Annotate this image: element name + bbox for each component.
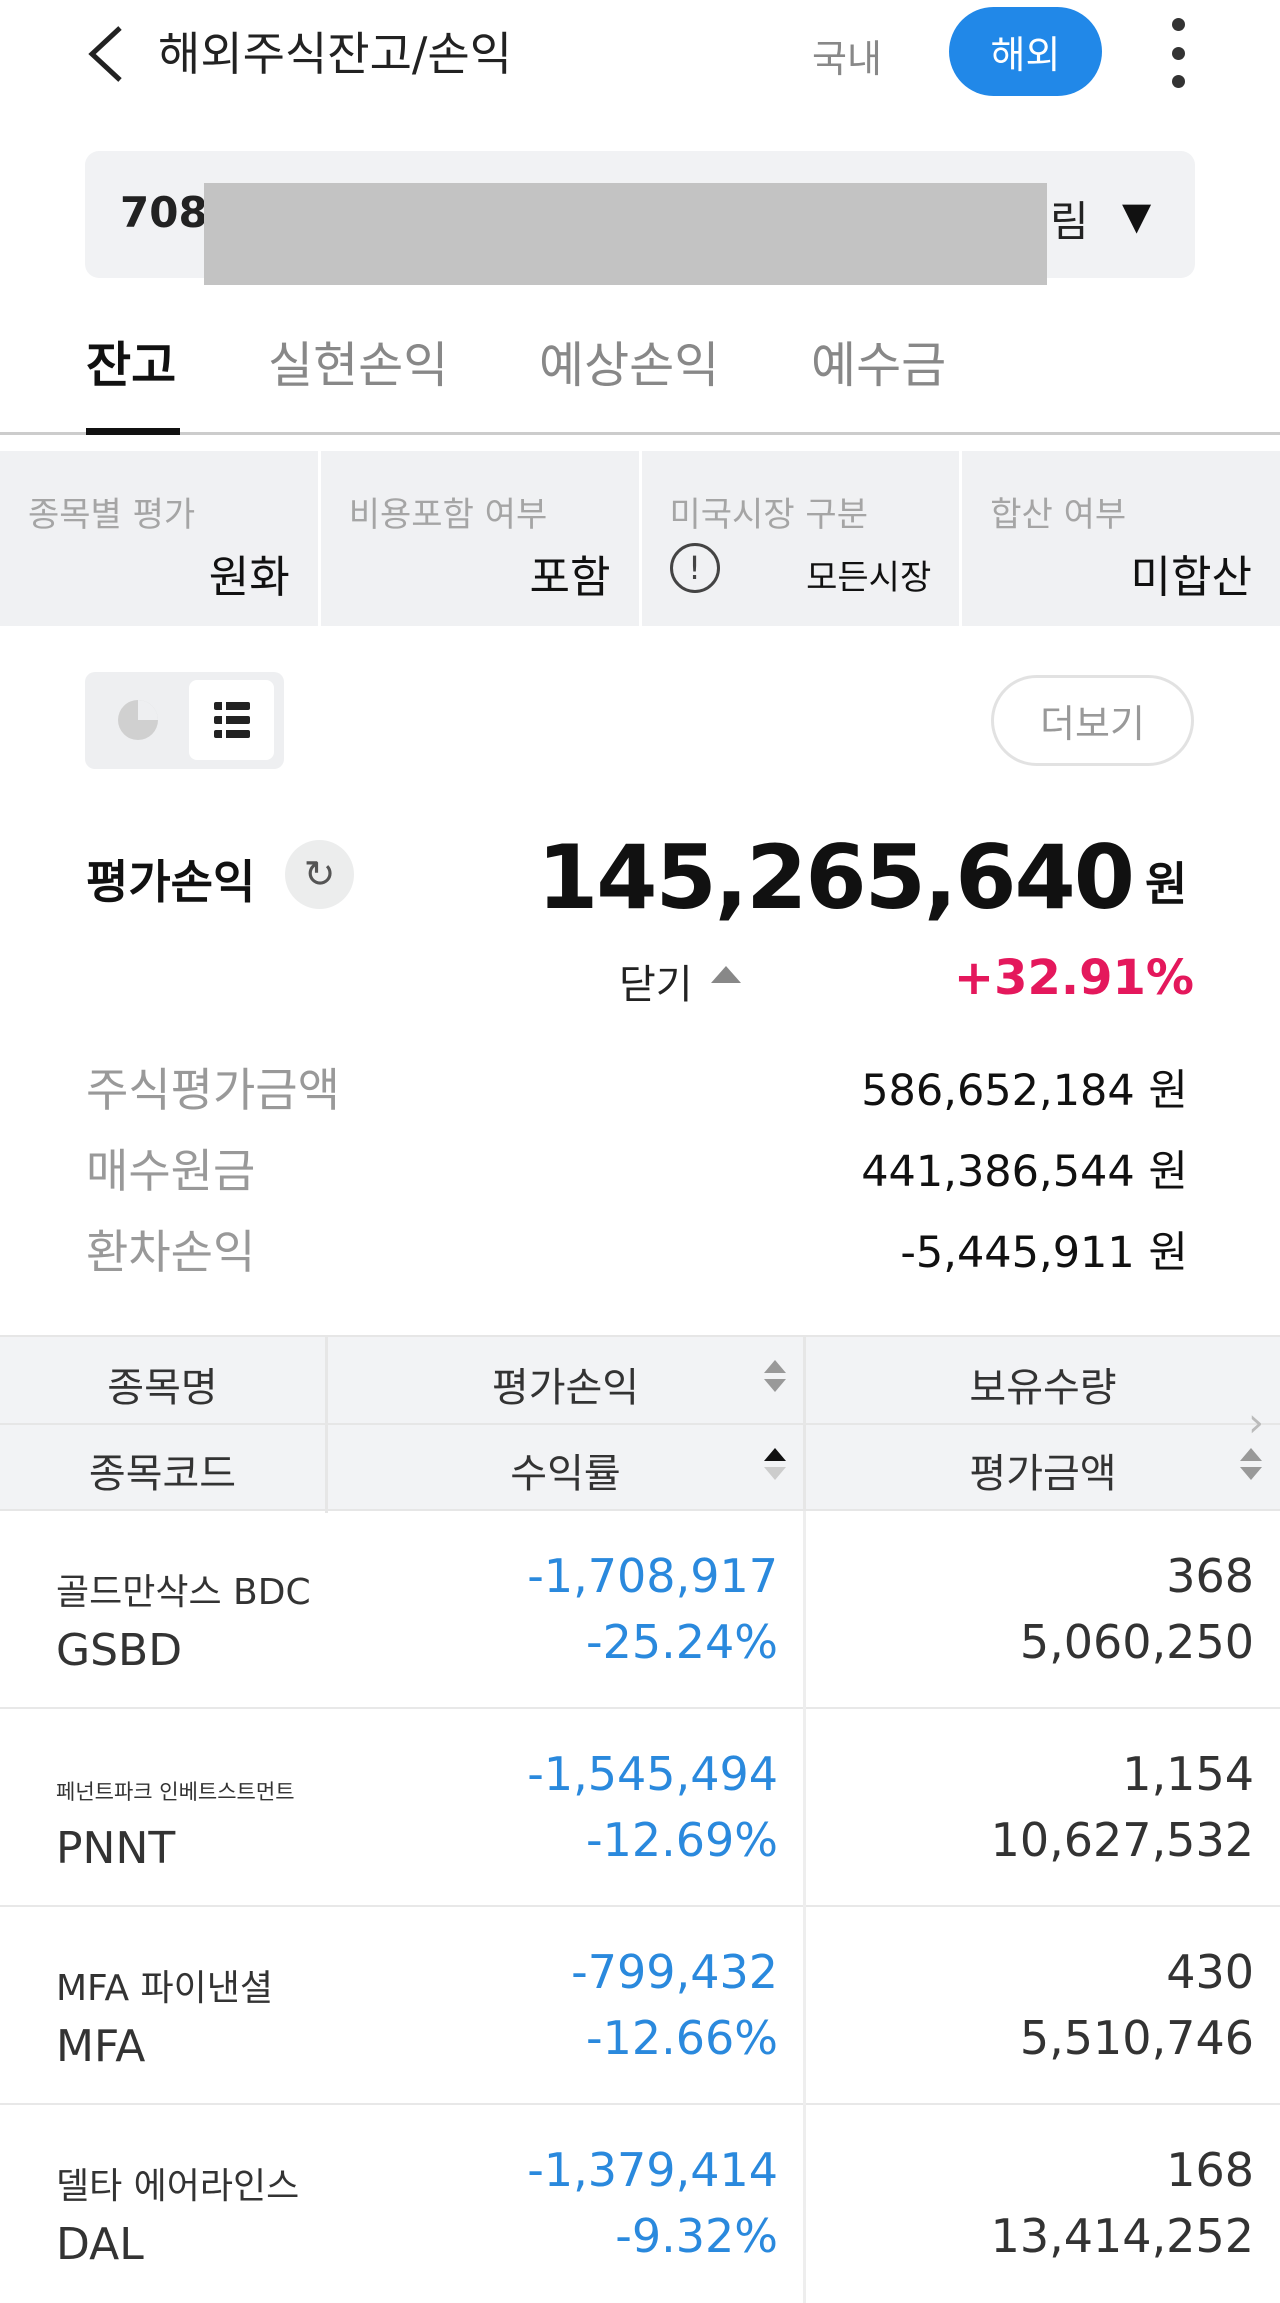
filter-us-market[interactable]: 미국시장 구분! 모든시장 [642,451,963,626]
stock-code: MFA [56,2021,146,2072]
sort-down-icon[interactable] [1240,1467,1262,1480]
stock-name: 델타 에어라인스 [56,2166,300,2207]
refresh-icon[interactable]: ↻ [285,840,354,909]
stock-qty: 168 [1166,2143,1254,2197]
overseas-toggle[interactable]: 해외 [949,7,1102,96]
header-qty[interactable]: 보유수량 [969,1365,1117,1411]
stock-name: MFA 파이낸셜 [56,1968,274,2009]
tab-realized[interactable]: 실현손익 [268,337,449,394]
stock-qty: 1,154 [1122,1747,1254,1801]
stock-qty: 368 [1166,1549,1254,1603]
stock-pl: -799,432 [571,1945,778,1999]
header-code[interactable]: 종목코드 [88,1451,237,1497]
stock-amount: 10,627,532 [990,1813,1254,1867]
account-number: 708 [120,188,208,237]
stock-pl: -1,708,917 [527,1549,778,1603]
table-row[interactable]: 페넌트파크 인베트스트먼트 PNNT -1,545,494 -12.69% 1,… [0,1709,1280,1907]
summary-value: 586,652,184 원 [861,1066,1188,1116]
scroll-right-chevron-icon[interactable]: › [1248,1400,1264,1446]
domestic-toggle[interactable]: 국내 [812,37,882,81]
stock-code: PNNT [56,1823,176,1874]
stock-code: DAL [56,2219,144,2270]
header-name[interactable]: 종목명 [107,1365,218,1411]
close-price-toggle[interactable]: 닫기 [619,962,693,1008]
more-options-icon[interactable] [1165,18,1191,88]
stock-rate: -25.24% [586,1615,778,1669]
table-row[interactable]: 골드만삭스 BDC GSBD -1,708,917 -25.24% 368 5,… [0,1511,1280,1709]
tab-expected[interactable]: 예상손익 [539,337,720,394]
stock-amount: 5,510,746 [1019,2011,1254,2065]
tab-balance[interactable]: 잔고 [86,337,177,394]
stock-name: 골드만삭스 BDC [56,1572,311,1613]
stock-name: 페넌트파크 인베트스트먼트 [56,1780,295,1804]
pl-rate: +32.91% [953,950,1194,1006]
filter-value: 모든시장 [806,558,932,598]
page-title: 해외주식잔고/손익 [158,27,513,81]
more-button[interactable]: 더보기 [991,675,1194,766]
filter-label: 비용포함 여부 [348,495,548,535]
sort-up-icon[interactable] [764,1360,786,1373]
tab-deposit[interactable]: 예수금 [811,337,947,394]
back-arrow-icon[interactable] [82,24,132,84]
summary-value: 441,386,544 원 [861,1147,1188,1197]
tab-divider [0,432,1280,435]
header-amount[interactable]: 평가금액 [969,1451,1117,1497]
dropdown-caret-icon[interactable]: ▼ [1122,194,1152,238]
sort-up-icon[interactable] [1240,1448,1262,1461]
filter-value: 원화 [208,552,290,603]
redacted-area [204,183,1047,285]
filter-value: 포함 [529,552,611,603]
filter-value: 미합산 [1130,552,1252,603]
account-name: 림 [1050,197,1089,246]
stock-amount: 5,060,250 [1019,1615,1254,1669]
table-header: 종목명 종목코드 평가손익 수익률 보유수량 평가금액 [0,1335,1280,1513]
table-row[interactable]: 델타 에어라인스 DAL -1,379,414 -9.32% 168 13,41… [0,2105,1280,2303]
stock-rate: -12.66% [586,2011,778,2065]
pie-chart-icon[interactable] [118,700,158,740]
filter-label: 미국시장 구분 [669,495,869,535]
summary-label: 환차손익 [86,1225,256,1279]
filter-label: 종목별 평가 [28,495,196,535]
summary-label: 주식평가금액 [86,1063,340,1117]
active-tab-indicator [86,428,180,435]
stock-rate: -12.69% [586,1813,778,1867]
summary-label: 매수원금 [86,1144,256,1198]
sort-down-icon[interactable] [764,1379,786,1392]
caret-up-icon[interactable] [711,966,741,983]
header-rate[interactable]: 수익률 [510,1451,621,1497]
summary-value: -5,445,911 원 [900,1228,1188,1278]
filter-combined[interactable]: 합산 여부 미합산 [962,451,1280,626]
stock-rate: -9.32% [615,2209,778,2263]
header-pl[interactable]: 평가손익 [491,1365,640,1411]
stock-pl: -1,545,494 [527,1747,778,1801]
pl-label: 평가손익 [86,855,256,909]
stock-pl: -1,379,414 [527,2143,778,2197]
currency-unit: 원 [1145,857,1188,911]
stock-amount: 13,414,252 [990,2209,1254,2263]
table-row[interactable]: MFA 파이낸셜 MFA -799,432 -12.66% 430 5,510,… [0,1907,1280,2105]
stock-code: GSBD [56,1625,183,1676]
stock-qty: 430 [1166,1945,1254,1999]
filter-label: 합산 여부 [990,495,1127,535]
pl-value: 145,265,640 [537,826,1135,929]
info-icon[interactable]: ! [669,543,720,593]
list-view-icon[interactable] [189,680,274,760]
sort-down-icon[interactable] [764,1467,786,1480]
sort-up-active-icon[interactable] [764,1448,786,1461]
